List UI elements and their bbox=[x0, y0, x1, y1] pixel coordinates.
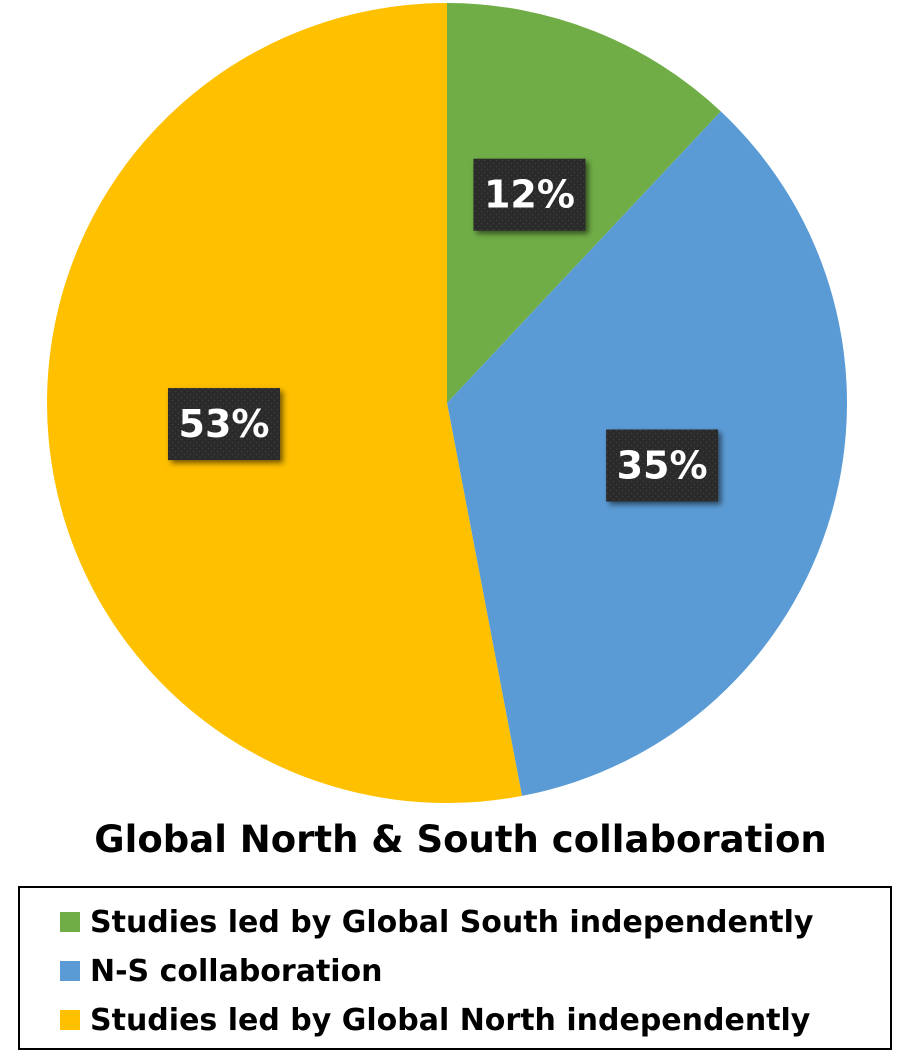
legend: Studies led by Global South independentl… bbox=[18, 886, 892, 1050]
legend-swatch-global-south bbox=[60, 912, 80, 932]
legend-item-global-south: Studies led by Global South independentl… bbox=[60, 900, 813, 944]
legend-item-ns-collaboration: N-S collaboration bbox=[60, 949, 383, 993]
legend-swatch-global-north bbox=[60, 1010, 80, 1030]
legend-swatch-ns-collaboration bbox=[60, 961, 80, 981]
legend-item-global-north: Studies led by Global North independentl… bbox=[60, 998, 810, 1042]
data-label-n-s-collaboration: 35% bbox=[606, 429, 719, 502]
pie-slices bbox=[46, 3, 847, 804]
data-label-box bbox=[473, 158, 586, 231]
legend-label-ns-collaboration: N-S collaboration bbox=[90, 953, 383, 989]
legend-label-global-south: Studies led by Global South independentl… bbox=[90, 904, 814, 940]
data-label-studies-led-by-global-north-independently: 53% bbox=[167, 388, 280, 461]
chart-title: Global North & South collaboration bbox=[94, 818, 827, 861]
legend-label-global-north: Studies led by Global North independentl… bbox=[90, 1002, 811, 1038]
pie-data-labels: 12% 35% 53% bbox=[167, 158, 719, 502]
data-label-box bbox=[167, 388, 280, 461]
data-label-text: 35% bbox=[617, 443, 708, 487]
pie-slice-studies-led-by-global-north-independently bbox=[46, 3, 522, 804]
data-label-text: 12% bbox=[484, 173, 575, 217]
data-label-studies-led-by-global-south-independently: 12% bbox=[473, 158, 586, 231]
data-label-box bbox=[606, 429, 719, 502]
data-label-text: 53% bbox=[179, 402, 270, 446]
